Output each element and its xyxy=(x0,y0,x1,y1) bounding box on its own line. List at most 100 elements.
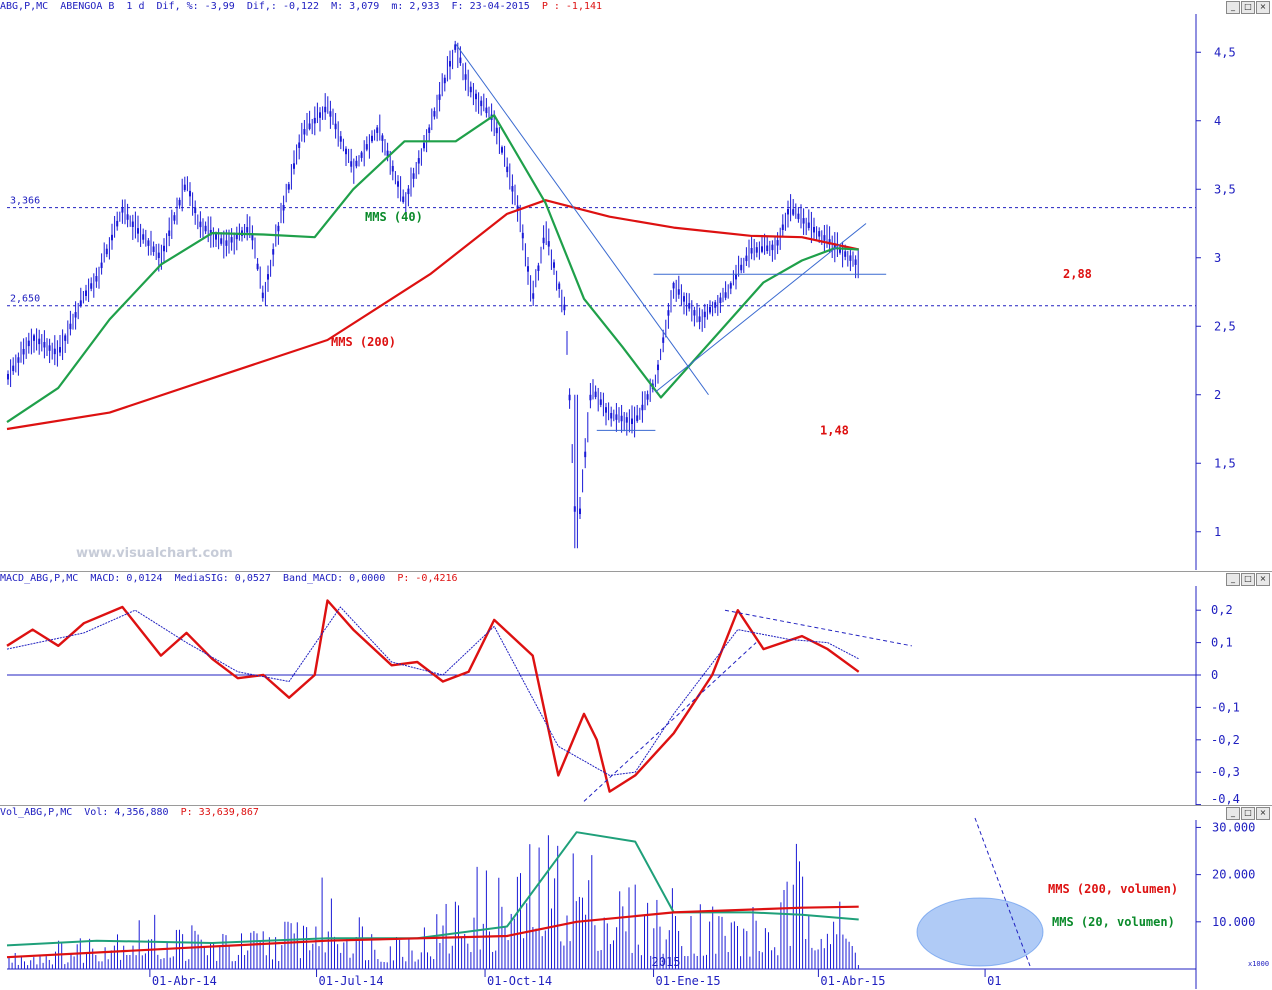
x-tick-label: 01-Oct-14 xyxy=(487,974,552,988)
macd-label: MACD_ABG,P,MC xyxy=(0,573,79,584)
price-candle-body xyxy=(116,220,119,227)
price-candle-body xyxy=(802,218,805,224)
price-candle-body xyxy=(48,345,51,351)
price-candle-body xyxy=(339,136,342,142)
price-candle-body xyxy=(610,412,613,419)
price-candle-body xyxy=(464,74,467,80)
price-candle-body xyxy=(771,244,774,251)
vol-mms200-line xyxy=(6,905,859,959)
price-candle-body xyxy=(745,255,748,262)
price-candle-body xyxy=(449,61,451,67)
vol-close-button[interactable]: × xyxy=(1256,807,1270,820)
price-candle-body xyxy=(537,265,540,271)
price-candle-body xyxy=(204,225,207,232)
maximize-button[interactable]: □ xyxy=(1241,1,1255,14)
price-candle-body xyxy=(7,373,9,380)
price-candle-body xyxy=(672,282,675,289)
macd-y-tick-label: 0 xyxy=(1211,668,1218,682)
macd-line xyxy=(6,599,860,793)
uptrend-line xyxy=(655,223,867,393)
price-candle-body xyxy=(683,296,685,302)
price-candle-body xyxy=(407,188,410,195)
price-candle-body xyxy=(485,107,488,114)
vol-label: Vol_ABG,P,MC xyxy=(0,807,73,818)
price-chart[interactable]: 4,5 4 3,5 3 2,5 2 1,5 1 3,366 2,650 2,88 1,48 MMS (4… xyxy=(0,0,1272,570)
price-candle-body xyxy=(64,335,67,341)
price-candle-body xyxy=(272,249,275,255)
macd-y-tick-label: -0,1 xyxy=(1211,700,1240,714)
vol-mms20-line xyxy=(6,831,859,947)
price-candle-body xyxy=(178,199,181,206)
vol-minimize-button[interactable]: _ xyxy=(1226,807,1240,820)
price-candle-body xyxy=(142,234,145,240)
price-candle-body xyxy=(776,240,779,246)
price-candle-body xyxy=(298,142,301,148)
vol-maximize-button[interactable]: □ xyxy=(1241,807,1255,820)
price-candle-body xyxy=(33,335,35,341)
vol-mms200-label: MMS (200, volumen) xyxy=(1048,882,1178,896)
macd-window-controls: _ □ × xyxy=(1226,573,1270,586)
price-candle-body xyxy=(376,127,379,133)
price-candle-body xyxy=(225,240,228,246)
macd-close-button[interactable]: × xyxy=(1256,573,1270,586)
price-candle-body xyxy=(849,255,852,261)
volume-chart[interactable]: 30.000 20.000 10.000 x1000 01-Abr-14 01-Jul-1… xyxy=(0,806,1272,989)
price-header: ABG,P,MC ABENGOA B 1 d Dif, %: -3,99 Dif… xyxy=(0,0,608,14)
price-candle-body xyxy=(703,311,706,318)
price-candle-body xyxy=(230,237,233,243)
price-candle-body xyxy=(246,227,249,233)
price-candle-body xyxy=(719,297,722,304)
close-button[interactable]: × xyxy=(1256,1,1270,14)
price-candle-body xyxy=(261,292,264,299)
mms40-line xyxy=(6,114,859,424)
price-candle-body xyxy=(646,394,649,400)
price-candle-body xyxy=(163,245,165,252)
price-candle-body xyxy=(90,283,93,289)
price-y-tick-label: 1,5 xyxy=(1214,456,1236,470)
price-candle-body xyxy=(319,112,321,118)
price-candle-body xyxy=(547,241,550,247)
mms40-label: MMS (40) xyxy=(365,210,423,224)
minimize-button[interactable]: _ xyxy=(1226,1,1240,14)
price-candle-body xyxy=(454,44,457,50)
price-candle-body xyxy=(282,204,285,211)
macd-resistance-trend xyxy=(724,609,912,647)
support-label-288: 2,88 xyxy=(1063,267,1092,281)
price-candle-body xyxy=(729,283,732,289)
macd-maximize-button[interactable]: □ xyxy=(1241,573,1255,586)
year-marker: 2015 xyxy=(652,955,681,969)
macd-y-tick-label: -0,2 xyxy=(1211,733,1240,747)
price-candle-body xyxy=(423,142,425,149)
price-candle-body xyxy=(397,181,399,187)
macd-minimize-button[interactable]: _ xyxy=(1226,573,1240,586)
price-candle-body xyxy=(605,407,607,413)
price-candle-body xyxy=(511,186,514,192)
price-candle-body xyxy=(267,274,269,280)
price-y-tick-label: 2 xyxy=(1214,388,1221,402)
price-candle-body xyxy=(735,273,737,280)
price-candle-body xyxy=(495,127,498,134)
price-candle-body xyxy=(844,251,847,257)
band-value: Band_MACD: 0,0000 xyxy=(282,573,386,584)
price-candle-body xyxy=(563,304,566,311)
price-candle-body xyxy=(402,196,405,202)
high-value: M: 3,079 xyxy=(331,1,380,12)
macd-y-tick-label: 0,1 xyxy=(1211,636,1233,650)
price-candle-body xyxy=(74,312,77,318)
price-candle-body xyxy=(615,414,618,420)
watermark: www.visualchart.com xyxy=(76,546,233,561)
price-y-tick-label: 3,5 xyxy=(1214,182,1236,196)
vol-header: Vol_ABG,P,MC Vol: 4,356,880 P: 33,639,86… xyxy=(0,806,265,820)
price-candle-body xyxy=(568,394,571,401)
price-candle-body xyxy=(641,404,644,411)
macd-chart[interactable]: 0,2 0,1 0 -0,1 -0,2 -0,3 -0,4 xyxy=(0,572,1272,805)
vol-p-value: P: 33,639,867 xyxy=(180,807,259,818)
price-candle-body xyxy=(433,111,436,117)
price-candle-body xyxy=(542,237,545,244)
price-candle-body xyxy=(147,240,150,246)
price-candle-body xyxy=(173,215,176,221)
price-candle-body xyxy=(428,127,431,133)
p-value: P : -1,141 xyxy=(541,1,603,12)
price-candle-body xyxy=(501,147,503,153)
price-candle-body xyxy=(698,316,701,322)
